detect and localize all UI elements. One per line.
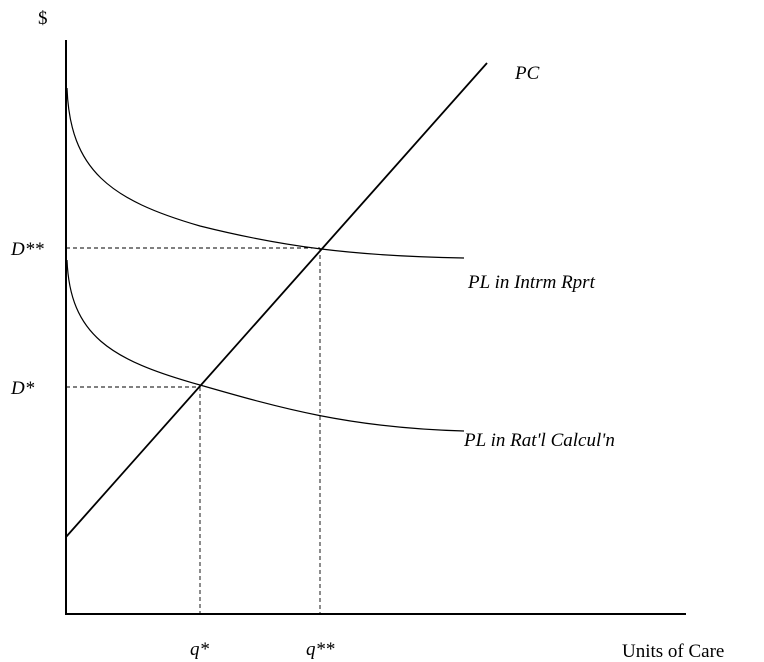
- x-tick-q-star: q*: [190, 639, 210, 660]
- x-axis-label: Units of Care: [622, 641, 724, 662]
- line-pc-label: PC: [514, 63, 540, 84]
- curve-pl-ratl-calculn: [66, 259, 465, 432]
- line-pc: [65, 62, 488, 538]
- curve-intrm-label: PL in Intrm Rprt: [467, 272, 596, 293]
- curve-pl-intrm-rprt: [66, 87, 465, 259]
- y-tick-d-star: D*: [10, 378, 35, 399]
- y-tick-d-double-star: D**: [10, 239, 44, 260]
- x-tick-q-double-star: q**: [306, 639, 335, 660]
- curve-ratl-label: PL in Rat'l Calcul'n: [463, 430, 615, 451]
- y-axis-label: $: [38, 8, 48, 29]
